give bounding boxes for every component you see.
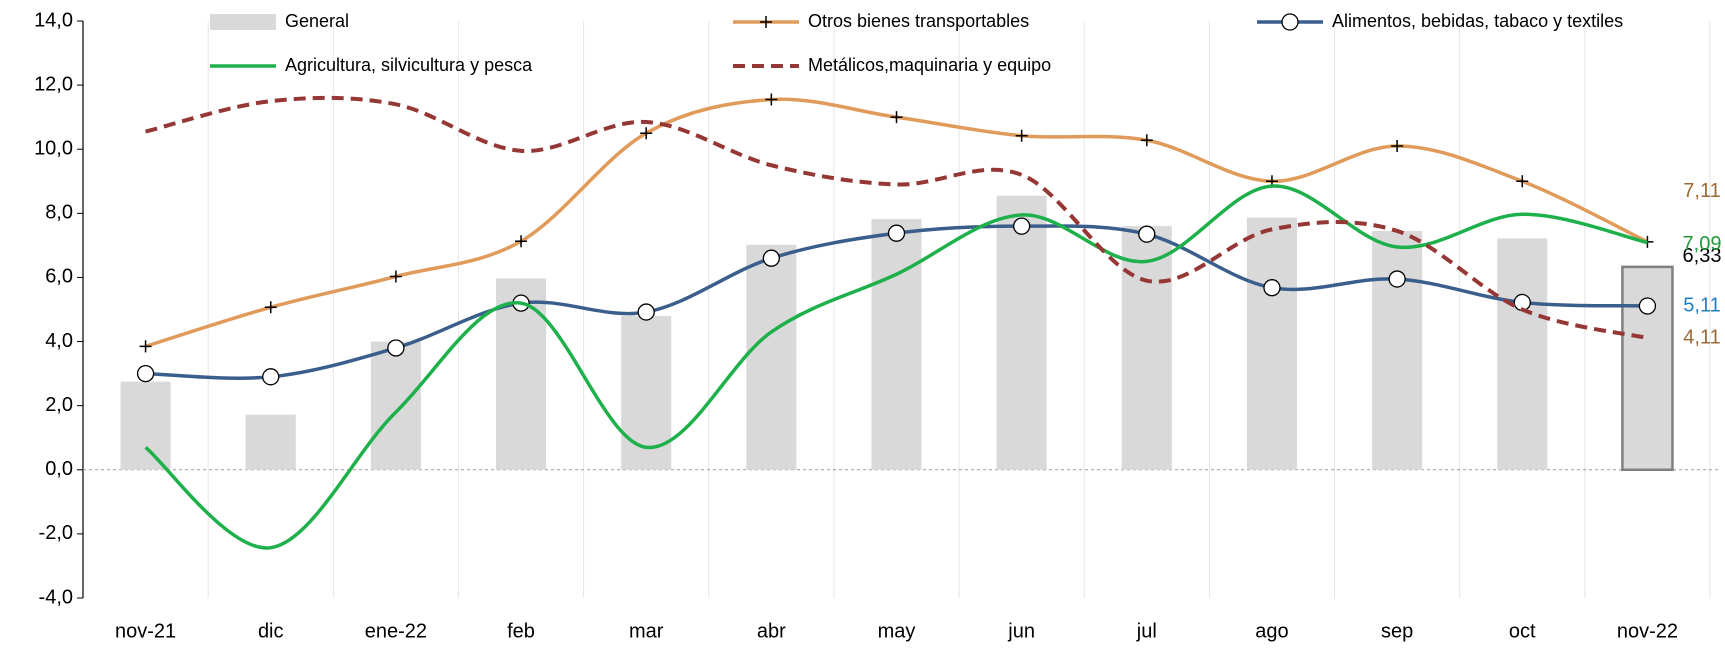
marker xyxy=(264,301,277,314)
legend-label: General xyxy=(285,11,349,31)
marker xyxy=(890,111,903,124)
x-tick-label: oct xyxy=(1509,620,1536,642)
value-label: 6,33 xyxy=(1683,245,1722,267)
bar xyxy=(1497,238,1548,470)
bar xyxy=(370,341,421,470)
line xyxy=(145,95,1648,340)
y-tick-label: 12,0 xyxy=(34,73,73,95)
marker xyxy=(1388,270,1406,288)
marker xyxy=(262,368,280,386)
marker xyxy=(637,303,655,321)
x-tick-label: jul xyxy=(1136,620,1157,642)
bar xyxy=(1372,230,1423,470)
marker xyxy=(515,235,528,248)
marker xyxy=(139,340,152,353)
x-tick-label: dic xyxy=(258,620,284,642)
value-label: 7,09 xyxy=(1683,233,1722,255)
legend-label: Alimentos, bebidas, tabaco y textiles xyxy=(1332,11,1623,31)
marker xyxy=(1391,140,1404,153)
marker xyxy=(1015,129,1028,142)
x-tick-label: sep xyxy=(1381,620,1413,642)
value-label: 7,11 xyxy=(1683,180,1720,202)
x-tick-label: may xyxy=(878,620,916,642)
x-tick-label: ago xyxy=(1255,620,1288,642)
bar xyxy=(996,195,1047,470)
marker xyxy=(762,249,780,267)
x-tick-label: jun xyxy=(1007,620,1035,642)
y-tick-label: 4,0 xyxy=(45,330,73,352)
marker xyxy=(1516,175,1529,188)
legend-label: Agricultura, silvicultura y pesca xyxy=(285,55,533,75)
x-tick-label: abr xyxy=(757,620,786,642)
value-label: 4,11 xyxy=(1683,326,1720,348)
marker xyxy=(1140,134,1153,147)
legend-marker xyxy=(1281,13,1299,31)
y-tick-label: 0,0 xyxy=(45,458,73,480)
bar xyxy=(1621,265,1674,472)
value-label: 5,11 xyxy=(1683,294,1720,316)
marker xyxy=(136,364,155,383)
y-tick-label: 10,0 xyxy=(34,138,73,160)
y-tick-label: 8,0 xyxy=(45,202,73,224)
marker xyxy=(387,339,405,357)
legend-label: Otros bienes transportables xyxy=(808,11,1029,31)
marker xyxy=(389,270,402,283)
bar xyxy=(871,219,922,470)
y-tick-label: 14,0 xyxy=(34,9,73,31)
marker xyxy=(1263,279,1281,297)
legend-marker xyxy=(760,16,772,28)
bar xyxy=(245,414,296,470)
y-tick-label: 2,0 xyxy=(45,394,73,416)
y-tick-label: -4,0 xyxy=(39,586,73,608)
marker xyxy=(765,93,778,106)
y-tick-label: 6,0 xyxy=(45,266,73,288)
legend-label: Metálicos,maquinaria y equipo xyxy=(808,55,1051,75)
x-tick-label: mar xyxy=(629,620,664,642)
marker xyxy=(1638,297,1657,315)
marker xyxy=(1013,217,1031,235)
marker xyxy=(887,224,906,242)
bar xyxy=(746,244,797,470)
x-tick-label: nov-21 xyxy=(115,620,176,642)
legend-swatch xyxy=(210,14,276,30)
marker xyxy=(640,127,653,140)
marker xyxy=(1138,225,1156,243)
y-tick-label: -2,0 xyxy=(39,522,73,544)
x-tick-label: nov-22 xyxy=(1617,620,1678,642)
x-tick-label: ene-22 xyxy=(365,620,427,642)
bar xyxy=(1121,226,1172,470)
line xyxy=(144,184,1648,550)
x-tick-label: feb xyxy=(507,620,535,642)
bar xyxy=(1246,217,1297,470)
bar xyxy=(120,381,171,470)
